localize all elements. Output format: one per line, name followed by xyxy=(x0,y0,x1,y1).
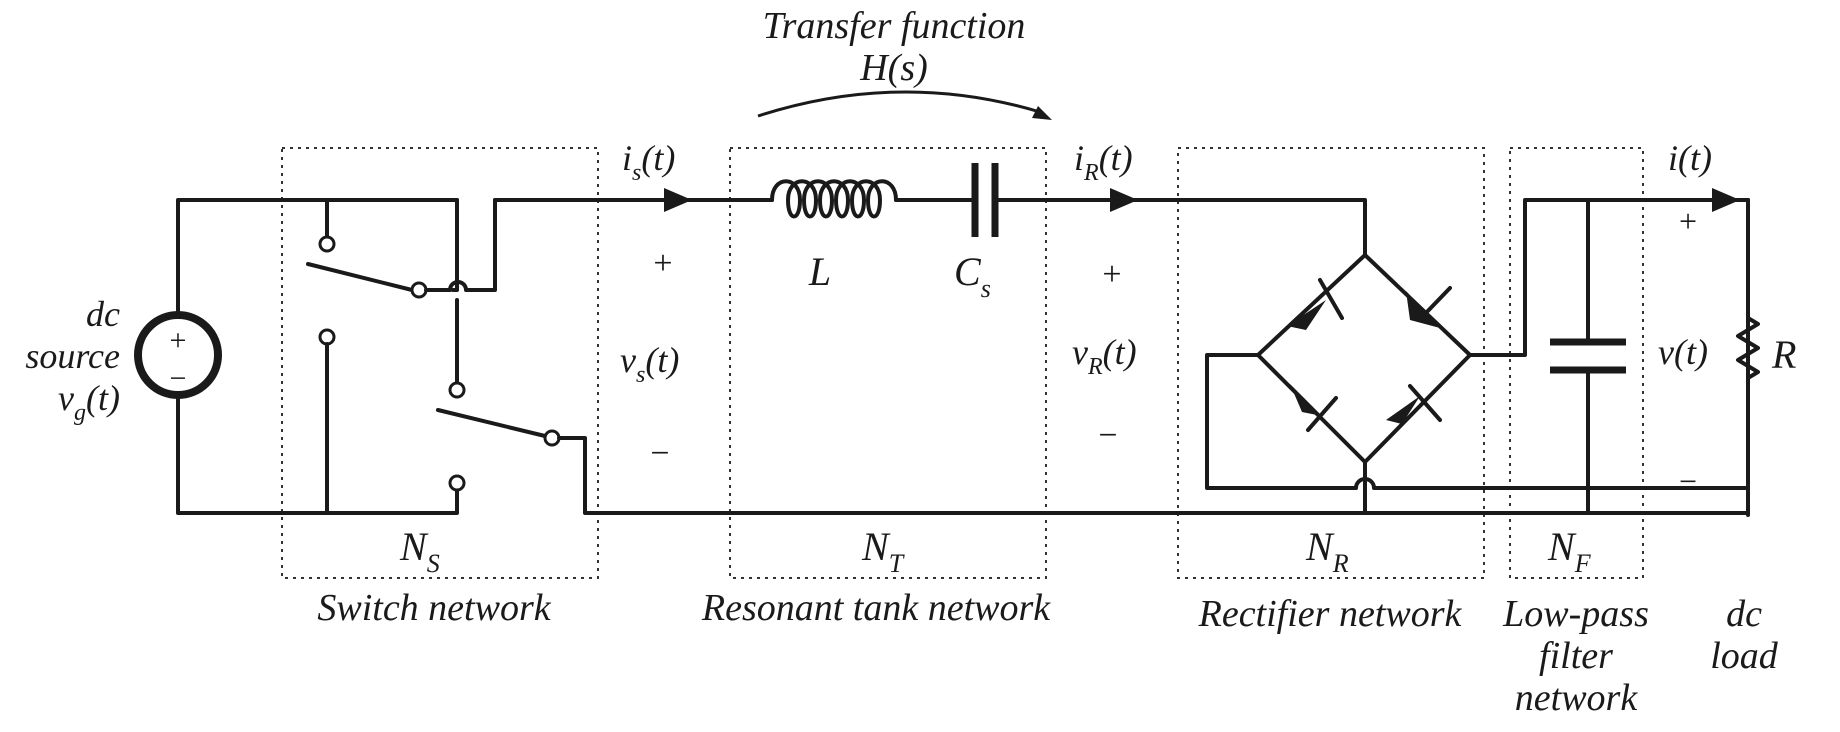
source-label-dc: dc xyxy=(86,294,120,334)
transfer-function-arrow xyxy=(757,90,1041,118)
vR-plus: + xyxy=(1102,256,1121,293)
switch-blade xyxy=(436,408,547,438)
resonant-tank-label: Resonant tank network xyxy=(701,587,1051,629)
nf-symbol: NF xyxy=(1547,524,1592,578)
resistor-label: R xyxy=(1771,332,1796,377)
vs-plus: + xyxy=(653,245,672,282)
resonant-tank-box xyxy=(729,147,1047,579)
i-arrowhead xyxy=(1712,188,1740,212)
switch-contact xyxy=(448,474,466,492)
filter-capacitor xyxy=(1550,338,1626,374)
v-label: v(t) xyxy=(1658,332,1708,372)
switch-contact xyxy=(318,235,336,253)
switch-network xyxy=(306,198,1367,515)
rectifier-network-label: Rectifier network xyxy=(1198,593,1463,635)
diode-bridge xyxy=(1256,253,1472,464)
iR-label: iR(t) xyxy=(1074,138,1133,186)
load-resistor xyxy=(1736,198,1760,517)
v-minus: − xyxy=(1679,463,1697,499)
switch-contact xyxy=(318,328,336,346)
switch-blade xyxy=(306,262,414,292)
nr-symbol: NR xyxy=(1305,524,1349,578)
filter-label-line1: Low-pass xyxy=(1502,593,1649,635)
source-voltage-label: vg(t) xyxy=(58,378,120,426)
v-plus: + xyxy=(1679,203,1697,239)
vR-label: vR(t) xyxy=(1072,332,1137,380)
capacitor-label: Cs xyxy=(954,249,991,303)
source-minus: − xyxy=(170,362,187,395)
switch-network-box xyxy=(281,147,599,579)
iR-arrowhead xyxy=(1110,188,1138,212)
is-label: is(t) xyxy=(622,138,675,186)
filter-label-line2: filter xyxy=(1539,635,1613,677)
switch-network-label: Switch network xyxy=(317,587,551,629)
source-plus: + xyxy=(170,324,187,357)
filter-network-box xyxy=(1509,147,1644,579)
tank-output-wire xyxy=(996,198,1367,257)
vR-minus: − xyxy=(1098,417,1117,454)
switch-contact xyxy=(448,381,466,399)
source-top-wire xyxy=(176,198,459,317)
transfer-function-title: Transfer function xyxy=(763,5,1026,47)
source-bottom-wire xyxy=(176,393,459,515)
filter-label-line3: network xyxy=(1515,677,1639,719)
i-label: i(t) xyxy=(1668,138,1712,178)
switch-contact xyxy=(410,281,428,299)
rectifier-network-box xyxy=(1177,147,1485,579)
load-label-line2: load xyxy=(1710,635,1779,677)
nt-symbol: NT xyxy=(861,524,905,578)
inductor xyxy=(770,179,898,219)
inductor-label: L xyxy=(808,249,831,294)
vs-minus: − xyxy=(650,435,669,472)
transfer-function-symbol: H(s) xyxy=(859,47,928,89)
load-label-line1: dc xyxy=(1726,593,1762,635)
vs-label: vs(t) xyxy=(620,340,679,388)
switch-contact xyxy=(543,429,561,447)
ns-symbol: NS xyxy=(399,524,440,578)
source-label-source: source xyxy=(25,336,120,376)
series-capacitor xyxy=(971,163,999,237)
transfer-function-arrowhead xyxy=(1032,106,1052,120)
rectifier-output-wire xyxy=(1468,198,1750,357)
is-arrowhead xyxy=(664,188,692,212)
